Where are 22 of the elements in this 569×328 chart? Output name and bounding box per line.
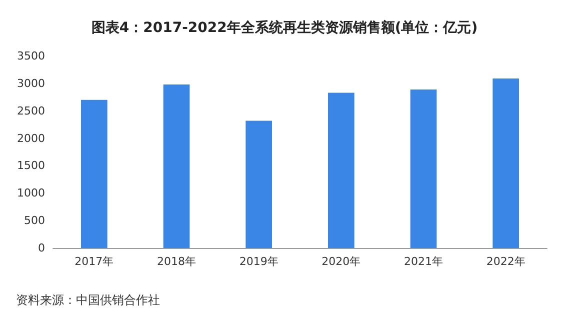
- x-tick-label: 2021年: [404, 255, 443, 268]
- x-tick-label: 2018年: [157, 255, 196, 268]
- text: 资料来源：中国供销合作社: [16, 293, 160, 307]
- y-tick-label: 2500: [17, 104, 45, 118]
- x-tick-label: 2019年: [239, 255, 278, 268]
- y-tick-label: 500: [24, 214, 45, 228]
- y-tick-label: 2000: [17, 132, 45, 145]
- bar: [163, 84, 190, 248]
- bar: [328, 92, 354, 248]
- y-tick-label: 3000: [17, 76, 45, 90]
- x-tick-label: 2020年: [322, 255, 361, 268]
- x-tick-label: 2022年: [486, 255, 526, 268]
- bar: [492, 78, 520, 248]
- bar: [410, 89, 437, 248]
- bar: [246, 120, 272, 248]
- bar: [80, 100, 108, 248]
- chart-title: 图表4：2017-2022年全系统再生类资源销售额(单位：亿元): [91, 19, 478, 36]
- y-tick-label: 1000: [17, 186, 45, 200]
- y-tick-label: 3500: [17, 50, 45, 62]
- x-tick-label: 2017年: [74, 255, 114, 268]
- y-tick-label: 0: [38, 242, 45, 254]
- y-tick-label: 1500: [17, 159, 45, 172]
